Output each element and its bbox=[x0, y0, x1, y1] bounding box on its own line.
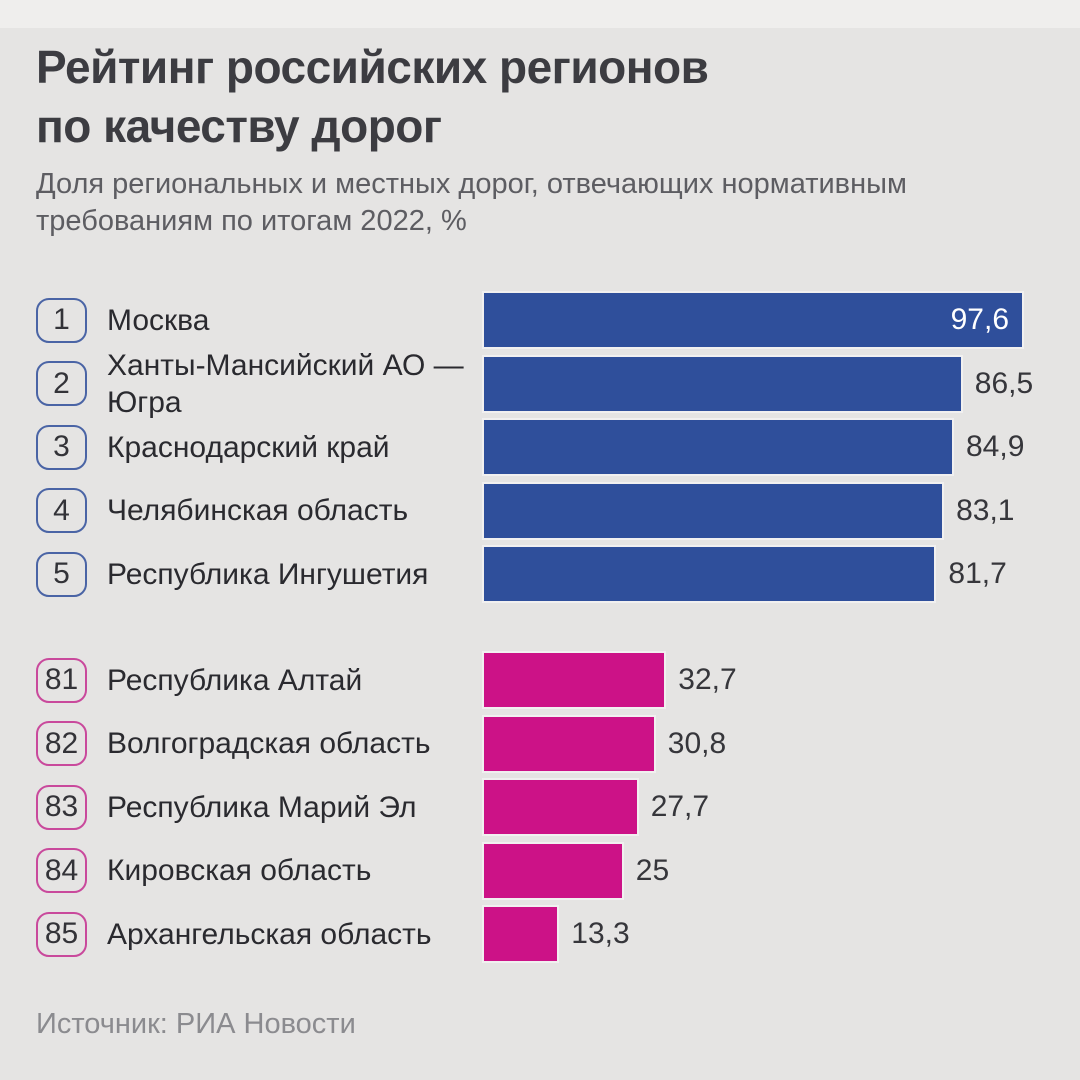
bar-area: 83,1 bbox=[484, 483, 1044, 538]
chart-row: 83 Республика Марий Эл 27,7 bbox=[36, 780, 1044, 834]
source-credit: Источник: РИА Новости bbox=[36, 1008, 356, 1040]
region-label: Москва bbox=[107, 303, 210, 337]
region-label: Республика Ингушетия bbox=[107, 557, 429, 591]
rank-badge: 85 bbox=[36, 911, 87, 957]
value-label-outside: 84,9 bbox=[966, 430, 1025, 463]
value-bar bbox=[484, 653, 665, 707]
rank-badge: 4 bbox=[36, 488, 87, 533]
chart-row: 2 Ханты-Мансийский АО — Югра 86,5 bbox=[36, 349, 1044, 419]
bar-area: 32,7 bbox=[484, 653, 1044, 707]
value-label-inside: 97,6 bbox=[950, 303, 1009, 336]
chart-row: 81 Республика Алтай 32,7 bbox=[36, 653, 1044, 707]
value-bar bbox=[484, 780, 637, 834]
bar-area: 84,9 bbox=[484, 420, 1044, 474]
bar-area: 13,3 bbox=[484, 907, 1044, 961]
value-label-outside: 25 bbox=[635, 853, 670, 887]
rank-badge: 82 bbox=[36, 721, 87, 766]
bar-area: 86,5 bbox=[484, 356, 1044, 411]
bar-area: 97,6 bbox=[484, 293, 1044, 347]
chart-row: 85 Архангельская область 13,3 bbox=[36, 907, 1044, 961]
value-label-outside: 30,8 bbox=[667, 726, 727, 760]
value-bar bbox=[484, 716, 654, 771]
bar-area: 25 bbox=[484, 843, 1044, 898]
value-label-outside: 32,7 bbox=[678, 663, 737, 696]
bar-area: 81,7 bbox=[484, 547, 1044, 601]
chart-row: 5 Республика Ингушетия 81,7 bbox=[36, 547, 1044, 601]
chart-row: 1 Москва 97,6 bbox=[36, 293, 1044, 347]
value-label-outside: 81,7 bbox=[948, 557, 1007, 590]
top-group: 1 Москва 97,6 2 Ханты-Мансийский АО — Юг… bbox=[36, 293, 1044, 601]
chart-row: 4 Челябинская область 83,1 bbox=[36, 483, 1044, 538]
bar-chart: 1 Москва 97,6 2 Ханты-Мансийский АО — Юг… bbox=[36, 293, 1044, 961]
subtitle-line-1: Доля региональных и местных дорог, отвеч… bbox=[36, 168, 907, 200]
region-label: Кировская область bbox=[107, 854, 372, 887]
rank-badge: 5 bbox=[36, 551, 87, 597]
region-label: Челябинская область bbox=[107, 494, 409, 527]
value-bar bbox=[484, 356, 961, 411]
chart-row: 84 Кировская область 25 bbox=[36, 843, 1044, 898]
value-bar bbox=[484, 420, 952, 474]
bar-area: 30,8 bbox=[484, 716, 1044, 771]
value-bar bbox=[484, 483, 943, 538]
region-label: Республика Алтай bbox=[107, 663, 363, 697]
value-bar bbox=[484, 907, 558, 961]
value-label-outside: 13,3 bbox=[571, 917, 630, 950]
title-line-1: Рейтинг российских регионов bbox=[36, 41, 709, 93]
bar-area: 27,7 bbox=[484, 780, 1044, 834]
region-label: Архангельская область bbox=[107, 917, 432, 951]
top-strip bbox=[0, 0, 1080, 28]
region-label: Ханты-Мансийский АО — Югра bbox=[107, 348, 464, 419]
value-bar bbox=[484, 547, 935, 601]
value-bar: 97,6 bbox=[484, 293, 1022, 347]
rank-badge: 81 bbox=[36, 657, 87, 703]
rank-badge: 83 bbox=[36, 784, 87, 830]
chart-row: 3 Краснодарский край 84,9 bbox=[36, 420, 1044, 474]
bottom-group: 81 Республика Алтай 32,7 82 Волгоградска… bbox=[36, 653, 1044, 961]
value-label-outside: 83,1 bbox=[956, 493, 1015, 527]
title-line-2: по качеству дорог bbox=[36, 100, 442, 152]
page-title: Рейтинг российских регионов по качеству … bbox=[36, 38, 709, 156]
value-label-outside: 27,7 bbox=[650, 790, 710, 823]
chart-subtitle: Доля региональных и местных дорог, отвеч… bbox=[36, 166, 907, 240]
rank-badge: 84 bbox=[36, 848, 87, 893]
subtitle-line-2: требованиям по итогам 2022, % bbox=[36, 205, 467, 237]
rank-badge: 1 bbox=[36, 297, 87, 343]
value-label-outside: 86,5 bbox=[974, 366, 1034, 400]
region-label: Республика Марий Эл bbox=[107, 790, 417, 824]
chart-row: 82 Волгоградская область 30,8 bbox=[36, 716, 1044, 771]
region-label: Краснодарский край bbox=[107, 430, 390, 464]
value-bar bbox=[484, 843, 622, 898]
region-label: Волгоградская область bbox=[107, 727, 431, 760]
rank-badge: 2 bbox=[36, 361, 87, 406]
rank-badge: 3 bbox=[36, 424, 87, 470]
